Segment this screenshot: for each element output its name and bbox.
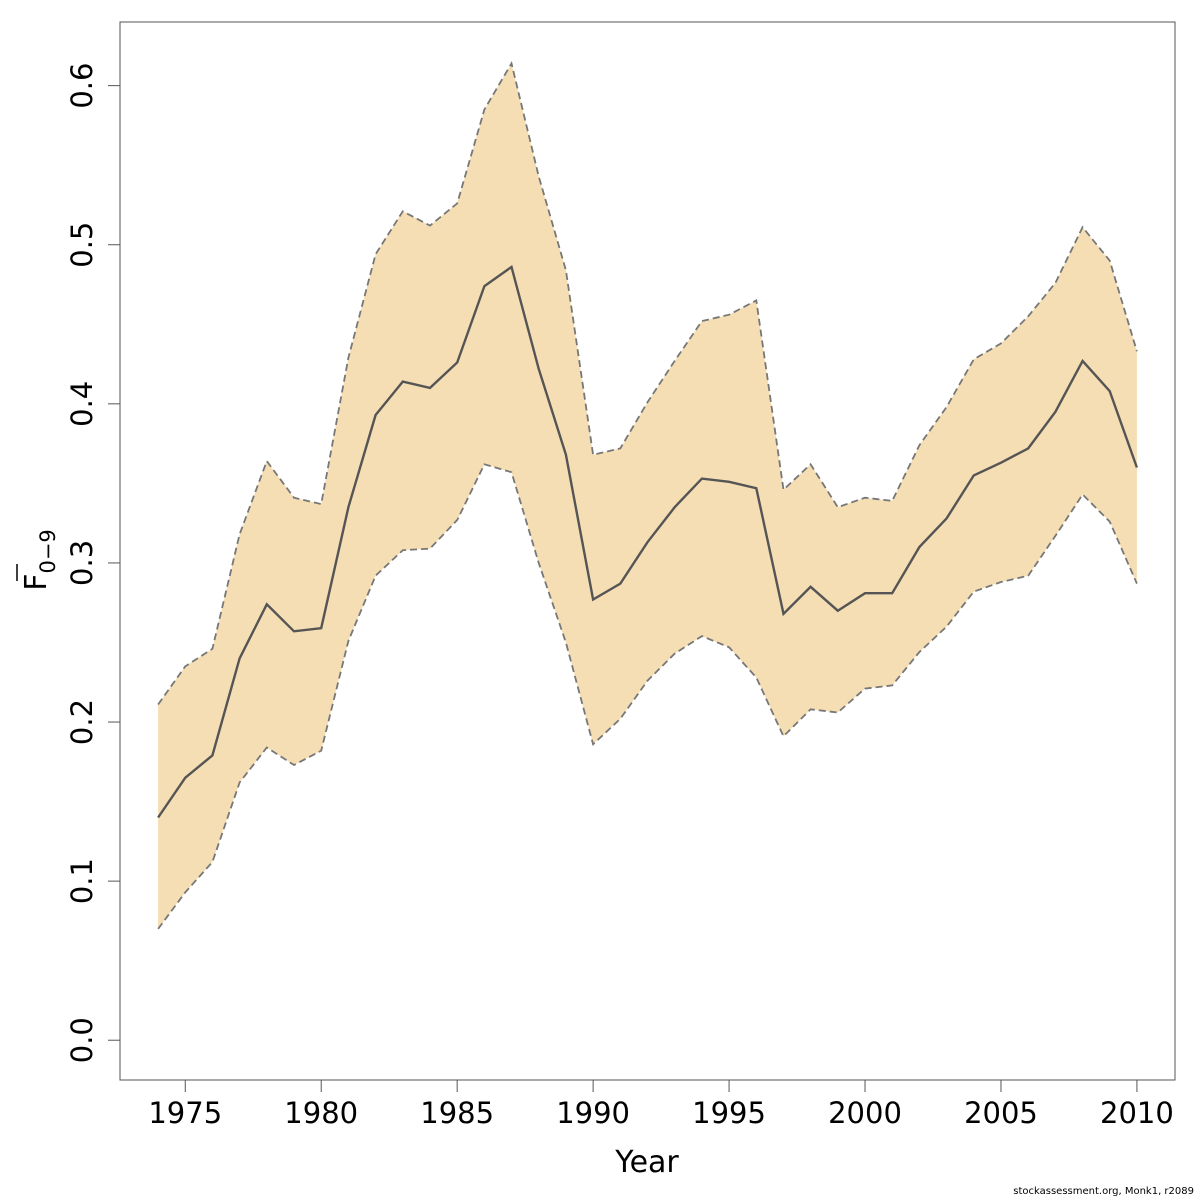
y-tick-label: 0.1 xyxy=(65,858,99,904)
x-tick-label: 2000 xyxy=(828,1096,902,1130)
x-tick-label: 1985 xyxy=(420,1096,494,1130)
y-axis-label: F0−9 xyxy=(16,529,60,591)
lower-bound-line xyxy=(157,463,1138,930)
y-tick-label: 0.4 xyxy=(65,381,99,427)
upper-bound-line xyxy=(157,61,1138,706)
x-tick-label: 2005 xyxy=(964,1096,1038,1130)
x-axis-label: Year xyxy=(614,1145,679,1180)
plot-layer xyxy=(157,61,1139,930)
y-tick-label: 0.2 xyxy=(65,699,99,745)
footer-note: stockassessment.org, Monk1, r2089 xyxy=(1013,1186,1194,1197)
x-tick-label: 1980 xyxy=(284,1096,358,1130)
x-tick-label: 2010 xyxy=(1100,1096,1174,1130)
x-tick-label: 1990 xyxy=(556,1096,630,1130)
y-tick-label: 0.6 xyxy=(65,63,99,109)
y-tick-label: 0.5 xyxy=(65,222,99,268)
y-tick-label: 0.0 xyxy=(65,1017,99,1063)
x-tick-label: 1975 xyxy=(148,1096,222,1130)
x-axis: 1975 1980 1985 1990 1995 2000 2005 2010 xyxy=(148,1079,1174,1130)
y-axis: 0.0 0.1 0.2 0.3 0.4 0.5 0.6 xyxy=(65,63,121,1063)
confidence-band xyxy=(158,63,1137,929)
estimate-line xyxy=(157,265,1139,819)
y-axis-label-main: F xyxy=(19,574,54,591)
svg-text:F0−9: F0−9 xyxy=(19,529,60,591)
y-axis-label-subscript: 0−9 xyxy=(36,529,60,573)
x-tick-label: 1995 xyxy=(692,1096,766,1130)
y-tick-label: 0.3 xyxy=(65,540,99,586)
